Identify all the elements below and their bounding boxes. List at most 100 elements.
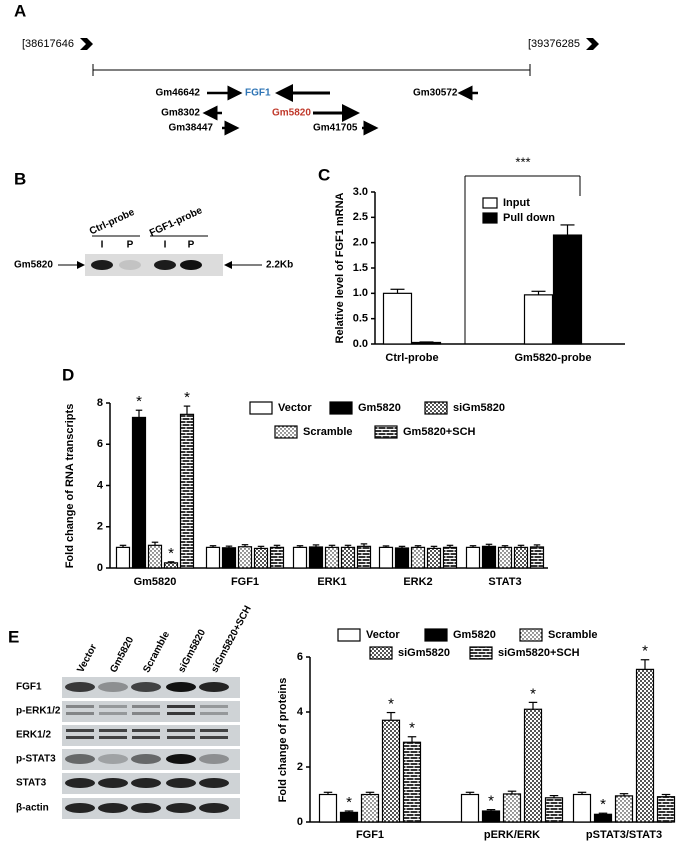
blot-band <box>180 260 202 270</box>
y-tick-label: 1.5 <box>353 262 368 274</box>
error-bar <box>398 545 406 548</box>
bar <box>115 546 131 569</box>
bar <box>497 546 513 569</box>
significance-marker: * <box>409 720 415 737</box>
legend-swatch <box>249 401 273 415</box>
bar <box>205 546 221 569</box>
error-bar <box>517 544 525 548</box>
error-bar <box>241 544 249 547</box>
error-bar <box>390 288 405 294</box>
bar <box>460 793 480 823</box>
row-label: STAT3 <box>16 778 47 789</box>
error-bar <box>549 794 559 798</box>
bar <box>356 545 372 569</box>
y-tick-label: 2.5 <box>353 211 368 223</box>
error-bar <box>344 544 352 548</box>
error-bar <box>257 545 265 549</box>
legend-label: Gm5820+SCH <box>403 426 476 438</box>
error-bar <box>533 544 541 547</box>
blot-band <box>167 736 195 739</box>
y-tick-label: 3.0 <box>353 186 368 198</box>
bar <box>410 546 426 569</box>
y-tick-label: 0 <box>297 816 303 828</box>
error-bar <box>560 224 575 236</box>
bar <box>544 797 564 823</box>
coordinate-chevron <box>80 38 93 50</box>
blot-row <box>62 725 240 746</box>
lane-label: Scramble <box>141 629 172 674</box>
target-label: Gm5820 <box>14 260 53 271</box>
probe-label: Ctrl-probe <box>88 207 137 238</box>
x-tick-label: ERK2 <box>403 576 432 588</box>
bar <box>411 341 442 345</box>
probe-label: FGF1-probe <box>148 205 204 239</box>
bar <box>552 234 583 345</box>
lane-label: I <box>164 240 167 251</box>
gene-label: Gm38447 <box>169 123 214 134</box>
blot-band <box>66 705 94 708</box>
blot-band <box>132 712 160 715</box>
x-tick-label: Gm5820-probe <box>514 352 591 364</box>
error-bar <box>531 290 546 295</box>
bar <box>340 546 356 569</box>
legend-swatch <box>329 401 353 415</box>
gene-label: Gm30572 <box>413 88 458 99</box>
y-tick-label: 1.0 <box>353 287 368 299</box>
error-bar <box>469 545 477 548</box>
error-bar <box>225 545 233 548</box>
y-tick-label: 6 <box>97 438 103 450</box>
panel-letter: D <box>62 365 74 384</box>
legend-label: Input <box>503 197 530 209</box>
error-bar <box>486 809 496 811</box>
blot-band <box>65 754 95 764</box>
x-tick-label: pSTAT3/STAT3 <box>586 829 662 841</box>
bar <box>179 413 195 569</box>
significance-annotation: *** <box>515 154 530 169</box>
blot-band <box>200 729 228 732</box>
x-tick-label: FGF1 <box>231 576 259 588</box>
y-tick-label: 4 <box>297 706 304 718</box>
blot-band <box>66 736 94 739</box>
y-tick-label: 2.0 <box>353 237 368 249</box>
blot-band <box>98 803 128 813</box>
error-bar <box>273 544 281 548</box>
error-bar <box>135 409 143 418</box>
bar <box>324 546 340 569</box>
lane-label: siGm5820+SCH <box>209 604 254 675</box>
blot-band <box>131 778 161 788</box>
row-label: p-STAT3 <box>16 754 56 765</box>
blot-band <box>131 754 161 764</box>
lane-label: I <box>101 240 104 251</box>
x-tick-label: STAT3 <box>488 576 521 588</box>
lane-label: P <box>127 240 134 251</box>
bar <box>269 546 285 569</box>
blot-band <box>65 682 95 692</box>
bar <box>163 562 179 569</box>
error-bar <box>312 544 320 547</box>
blot-band <box>200 712 228 715</box>
error-bar <box>446 544 454 548</box>
blot-band <box>66 712 94 715</box>
significance-marker: * <box>530 685 536 702</box>
lane-label: Vector <box>75 642 99 674</box>
bar <box>426 547 442 569</box>
legend-swatch <box>374 425 398 439</box>
gene-label: Gm5820 <box>272 108 311 119</box>
significance-marker: * <box>136 393 142 410</box>
blot-band <box>98 754 128 764</box>
blot-row <box>62 701 240 722</box>
legend-swatch <box>482 212 498 224</box>
y-tick-label: 2 <box>297 761 303 773</box>
blot-band <box>200 705 228 708</box>
panel-letter: A <box>14 1 26 20</box>
bar <box>465 546 481 569</box>
error-bar <box>419 341 434 343</box>
legend-label: Scramble <box>548 629 598 641</box>
blot-band <box>199 682 229 692</box>
y-tick-label: 6 <box>297 651 303 663</box>
bar <box>442 546 458 569</box>
blot-band <box>91 260 113 270</box>
bar <box>378 546 394 569</box>
legend-label: siGm5820 <box>453 402 505 414</box>
error-bar <box>528 701 538 710</box>
